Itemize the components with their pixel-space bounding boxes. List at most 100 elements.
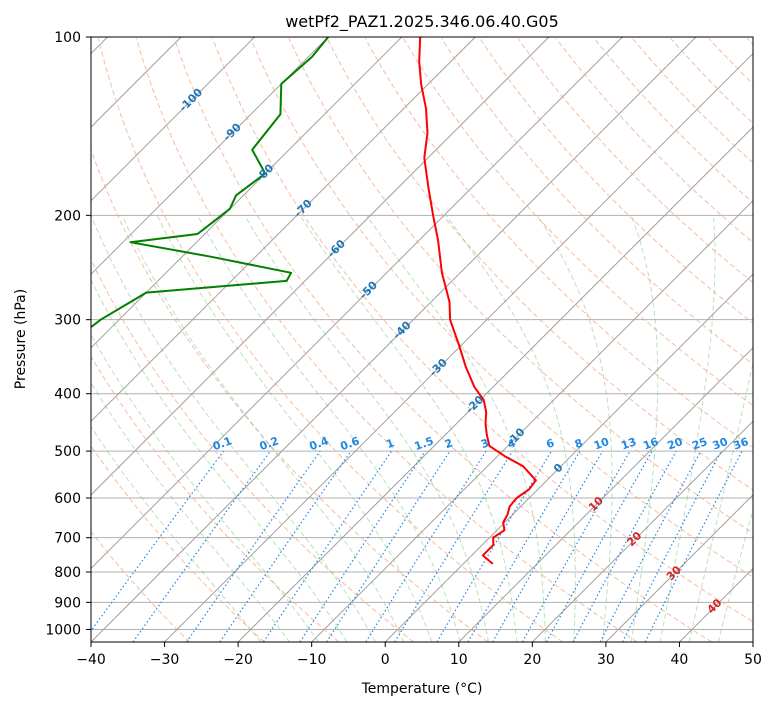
- dry-adiabat-line: [97, 38, 563, 642]
- mixing-ratio-label: 30: [711, 435, 730, 453]
- x-tick-label: 10: [450, 652, 468, 668]
- isotherm-line: [91, 37, 403, 349]
- mixing-ratio-label: 0.1: [211, 434, 234, 453]
- mixing-ratio-label: 13: [619, 435, 638, 452]
- isotherm-line: [531, 420, 753, 642]
- moist-adiabat-line: [244, 215, 489, 642]
- isotherm-line: [458, 347, 753, 642]
- mixing-ratio-label: 16: [641, 435, 660, 453]
- isotherm-line: [91, 37, 256, 202]
- moist-adiabat-line: [121, 215, 405, 642]
- dry-adiabat-line: [212, 38, 753, 623]
- y-tick-label: 500: [54, 444, 81, 460]
- moist-adiabat-line: [91, 215, 376, 642]
- dry-adiabat-line: [441, 38, 753, 365]
- y-tick-label: 300: [54, 313, 81, 329]
- y-tick-label: 1000: [45, 622, 81, 638]
- x-tick-label: 20: [523, 652, 541, 668]
- dry-adiabat-line: [365, 38, 753, 449]
- mixing-ratio-line: [521, 450, 631, 642]
- mixing-ratio-line: [219, 450, 352, 642]
- moist-adiabat-line: [91, 278, 348, 642]
- dry-adiabat-line: [174, 38, 713, 642]
- moist-adiabat-line: [366, 215, 546, 642]
- dry-adiabat-line: [136, 38, 638, 642]
- moist-adiabat-line: [156, 215, 433, 642]
- mixing-ratio-label: 6: [544, 436, 556, 451]
- mixing-ratio-label: 4: [506, 436, 518, 451]
- mixing-ratio-label: 8: [573, 436, 585, 451]
- x-tick-label: −20: [223, 652, 253, 668]
- y-axis-label: Pressure (hPa): [13, 289, 29, 389]
- dry-adiabat-line: [403, 38, 753, 407]
- mixing-ratio-line: [546, 450, 653, 642]
- moist-adiabat-line: [688, 360, 753, 642]
- x-tick-label: 50: [744, 652, 762, 668]
- dry-adiabat-line: [517, 38, 753, 284]
- isotherm-line: [164, 52, 753, 642]
- dry-adiabat-line: [288, 38, 753, 534]
- mixing-ratio-line: [644, 450, 743, 642]
- isotherm-line: [91, 37, 550, 496]
- x-tick-label: 30: [597, 652, 615, 668]
- x-tick-label: −30: [150, 652, 180, 668]
- temperature-profile-line: [418, 37, 537, 565]
- dewpoint-profile-line: [91, 37, 329, 329]
- y-tick-label: 700: [54, 531, 81, 547]
- moist-adiabat-line: [630, 215, 659, 642]
- mixing-ratio-line: [186, 450, 321, 642]
- x-tick-label: 40: [671, 652, 689, 668]
- mixing-ratio-line: [299, 450, 426, 642]
- x-axis-label: Temperature (°C): [361, 681, 483, 697]
- dry-adiabat-line: [91, 148, 489, 642]
- mixing-ratio-label: 0.4: [308, 434, 331, 453]
- mixing-ratio-label: 2: [443, 436, 455, 451]
- grid-layer: [91, 37, 753, 642]
- dry-adiabat-line: [250, 38, 753, 578]
- mixing-ratio-label: 10: [592, 435, 611, 453]
- mixing-ratio-label: 0.2: [258, 434, 281, 453]
- mixing-ratio-line: [326, 450, 451, 642]
- dry-adiabat-line: [326, 38, 753, 491]
- moist-adiabat-line: [537, 215, 613, 642]
- mixing-ratio-label: 3: [479, 436, 491, 451]
- mixing-ratio-label: 36: [731, 435, 750, 453]
- isotherm-line: [237, 126, 753, 642]
- isotherm-line: [91, 37, 697, 642]
- moist-adiabat-line: [197, 215, 461, 642]
- y-tick-label: 600: [54, 491, 81, 507]
- x-tick-label: −10: [297, 652, 327, 668]
- mixing-ratio-line: [91, 450, 224, 632]
- mixing-ratio-label: 25: [690, 435, 709, 452]
- isotherm-line: [91, 37, 623, 570]
- moist-adiabat-line: [91, 333, 319, 642]
- dry-adiabat-line: [632, 38, 753, 164]
- axis-layer: −40 −30 −20 −10 0 10 20 30 40 5010020030040050060…: [45, 30, 762, 668]
- series-layer: [91, 37, 537, 565]
- y-tick-label: 800: [54, 565, 81, 581]
- x-tick-label: 0: [381, 652, 390, 668]
- plot-frame: [90, 36, 754, 643]
- moist-adiabat-line: [91, 425, 262, 642]
- y-tick-label: 100: [54, 30, 81, 46]
- mixing-ratio-line: [262, 450, 392, 642]
- dry-adiabat-line: [555, 38, 753, 244]
- isotherm-line: [384, 273, 753, 642]
- chart-title: wetPf2_PAZ1.2025.346.06.40.G05: [285, 12, 559, 32]
- mixing-ratio-label: 1: [385, 436, 397, 451]
- isotherm-line: [91, 37, 329, 275]
- moist-adiabat-line: [299, 215, 518, 642]
- mixing-ratio-line: [572, 450, 677, 642]
- y-tick-label: 200: [54, 208, 81, 224]
- label-layer: 0.1 0.2 0.4 0.6 1 1.5 2 3 4 6 8 10 13 16 20 25 30 36-100-…: [177, 86, 751, 617]
- y-tick-label: 400: [54, 387, 81, 403]
- y-tick-label: 900: [54, 595, 81, 611]
- x-tick-label: −40: [76, 652, 106, 668]
- mixing-ratio-line: [394, 450, 514, 642]
- dry-adiabat-line: [91, 258, 414, 642]
- mixing-ratio-label: 20: [666, 435, 685, 453]
- dry-adiabat-line: [91, 355, 340, 642]
- mixing-ratio-label: 1.5: [413, 434, 436, 453]
